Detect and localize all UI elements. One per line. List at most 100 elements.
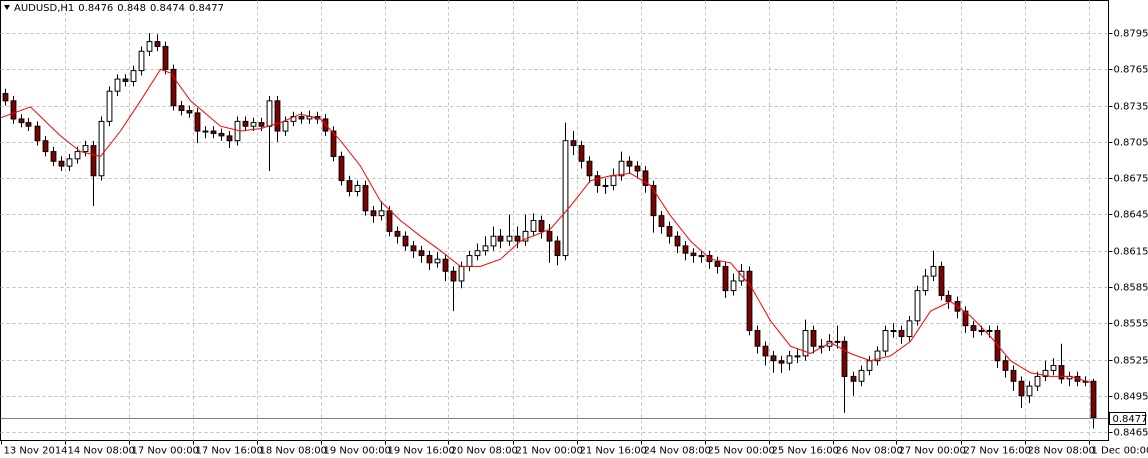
candle-body [538, 220, 545, 232]
candle-body [690, 252, 697, 257]
x-tick-label: 28 Nov 08:00 [1028, 446, 1095, 457]
candle-body [370, 210, 377, 217]
x-tick-label: 20 Nov 08:00 [451, 446, 518, 457]
candle-body [1002, 360, 1009, 371]
candle-body [1050, 365, 1057, 371]
candle-body [18, 118, 25, 124]
candle-body [666, 226, 673, 237]
candle-body [650, 184, 657, 217]
candle-body [642, 170, 649, 186]
candle-body [378, 210, 385, 217]
candle-body [402, 235, 409, 247]
low-display: 0.8474 [150, 3, 185, 14]
symbol: AUDUSD,H1 [14, 3, 74, 14]
x-tick-label: 13 Nov 2014 [4, 446, 68, 457]
x-tick-label: 25 Nov 16:00 [772, 446, 839, 457]
candle-body [122, 78, 129, 82]
candle-body [386, 210, 393, 232]
candle-body [1018, 380, 1025, 397]
candle-body [674, 235, 681, 247]
candle-body [522, 230, 529, 242]
open-display: 0.8476 [78, 3, 113, 14]
candle-body [346, 180, 353, 192]
candle-body [74, 151, 81, 160]
candle-body [722, 265, 729, 292]
candle-body [194, 112, 201, 132]
candle-body [890, 330, 897, 332]
candle-body [298, 116, 305, 120]
candle-body [146, 41, 153, 52]
candle-body [138, 50, 145, 72]
x-tick-label: 26 Nov 08:00 [836, 446, 903, 457]
candle-body [162, 45, 169, 70]
y-tick-label: 0.8465 [1114, 428, 1148, 439]
candle-body [1026, 385, 1033, 397]
candle-body [202, 130, 209, 133]
candle-body [178, 105, 185, 111]
candle-body [858, 369, 865, 382]
candle-body [770, 355, 777, 362]
candle-body [442, 258, 449, 272]
candle-body [242, 120, 249, 127]
bid-label: 0.8477 [1113, 414, 1148, 425]
candle-body [778, 360, 785, 364]
x-tick-label: 14 Nov 08:00 [68, 446, 135, 457]
candle-body [66, 158, 73, 167]
candle-body [962, 310, 969, 327]
y-tick-label: 0.8705 [1114, 138, 1148, 149]
candle-body [762, 345, 769, 357]
candle-body [58, 160, 65, 167]
candle-body [802, 330, 809, 357]
candle-body [754, 330, 761, 347]
candle-body [794, 355, 801, 358]
candle-body [114, 78, 121, 92]
candle-body [850, 375, 857, 382]
candle-body [338, 155, 345, 182]
candle-body [474, 250, 481, 257]
x-tick-label: 24 Nov 08:00 [644, 446, 711, 457]
candle-body [554, 240, 561, 257]
candle-body [834, 340, 841, 343]
candle-body [546, 230, 553, 242]
candle-body [618, 160, 625, 177]
x-tick-label: 19 Nov 16:00 [388, 446, 455, 457]
menu-arrow[interactable] [4, 5, 10, 10]
candle-body [426, 255, 433, 264]
y-tick-label: 0.8795 [1114, 29, 1148, 40]
high-display: 0.848 [117, 3, 146, 14]
candle-body [10, 100, 17, 120]
candle-body [274, 100, 281, 132]
candle-body [570, 140, 577, 147]
candle-body [354, 184, 361, 192]
moving-average [0, 68, 1091, 383]
candle-body [106, 90, 113, 122]
candle-body [938, 265, 945, 296]
candle-body [250, 122, 257, 127]
candle-body [154, 41, 161, 47]
x-tick-label: 17 Nov 16:00 [196, 446, 263, 457]
candle-body [506, 235, 513, 242]
candle-body [218, 132, 225, 137]
candle-body [914, 290, 921, 322]
candle-body [874, 350, 881, 362]
x-tick-label: 21 Nov 16:00 [580, 446, 647, 457]
candle-body [1058, 365, 1065, 380]
candle-body [186, 110, 193, 114]
x-tick-label: 25 Nov 00:00 [708, 446, 775, 457]
candle-body [434, 258, 441, 264]
y-tick-label: 0.8735 [1114, 102, 1148, 113]
candle-body [1010, 369, 1017, 382]
candle-body [610, 175, 617, 186]
candle-body [810, 330, 817, 347]
candle-body [226, 135, 233, 142]
candle-body [786, 355, 793, 364]
candle-body [42, 140, 49, 153]
x-tick-label: 18 Nov 08:00 [260, 446, 327, 457]
candle-body [1090, 380, 1097, 419]
x-tick-label: 21 Nov 00:00 [516, 446, 583, 457]
candle-body [170, 68, 177, 107]
candle-body [50, 151, 57, 162]
candle-body [25, 122, 32, 127]
candle-body [394, 230, 401, 237]
